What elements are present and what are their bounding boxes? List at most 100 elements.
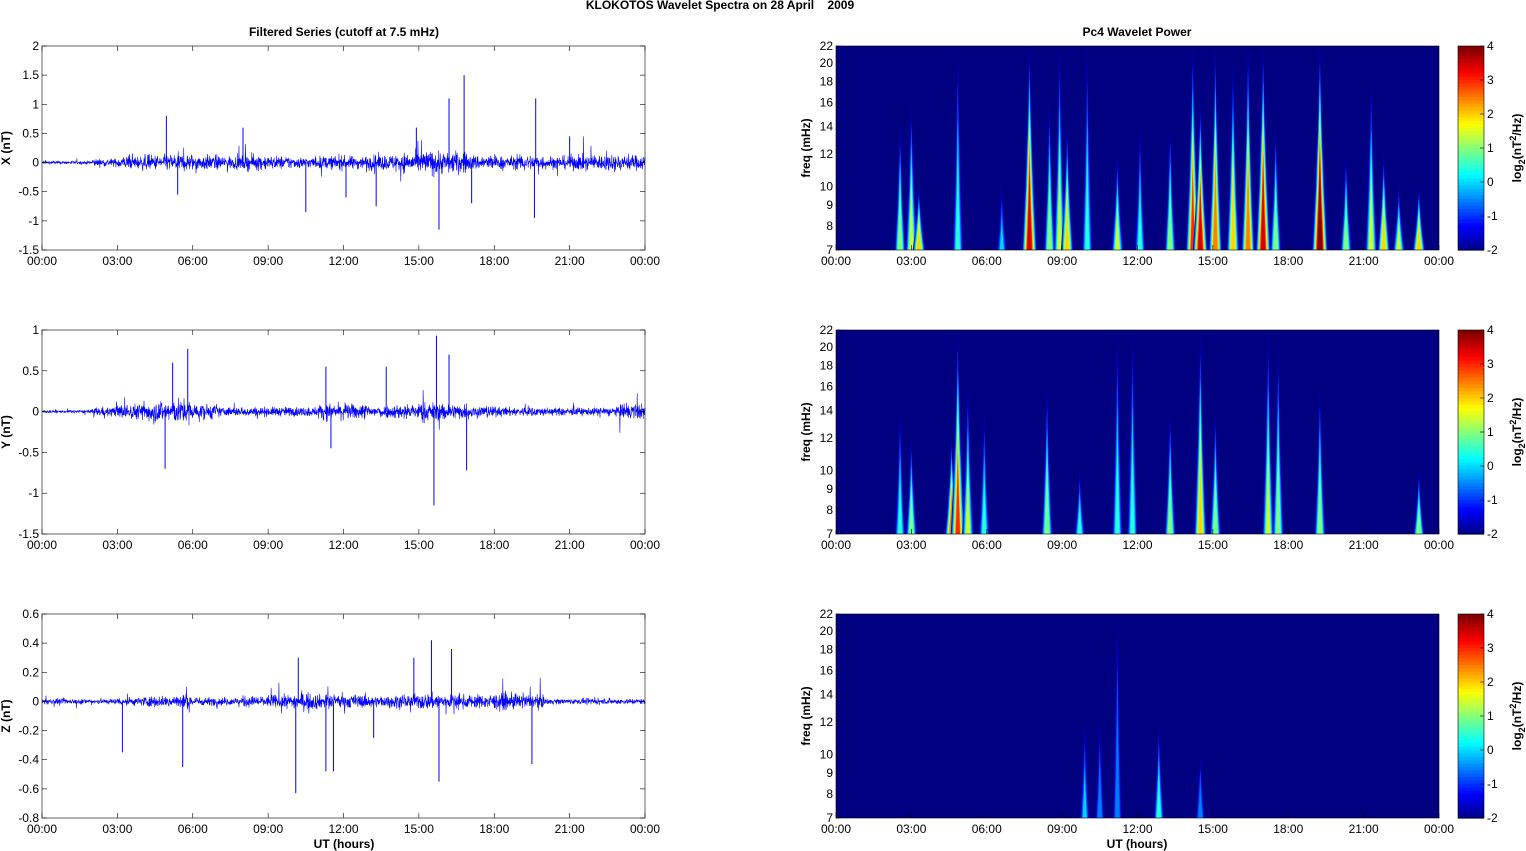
colorbar-segment: [1458, 634, 1484, 639]
x-tick-label: 00:00: [1424, 538, 1454, 552]
power-burst: [1365, 81, 1377, 250]
colorbar-segment: [1458, 777, 1484, 782]
colorbar-segment: [1458, 733, 1484, 737]
y-tick-label: 22: [820, 323, 834, 337]
burst-level: [1396, 222, 1401, 250]
x-tick-label: 06:00: [972, 538, 1002, 552]
y-tick-label: -1.5: [18, 527, 39, 541]
power-burst: [1112, 330, 1123, 534]
power-burst: [952, 46, 963, 251]
power-burst: [894, 126, 906, 250]
burst-level: [1317, 469, 1322, 534]
burst-level: [1168, 195, 1173, 250]
colorbar-segment: [1458, 353, 1484, 358]
power-burst: [1270, 126, 1282, 250]
power-burst: [1312, 46, 1328, 250]
colorbar-segment: [1458, 712, 1484, 717]
colorbar-label: log2(nT2/Hz): [1508, 682, 1526, 751]
colorbar-segment: [1458, 493, 1484, 498]
colorbar-segment: [1458, 435, 1484, 440]
burst-level: [1369, 175, 1374, 250]
colorbar-label-part: log: [1510, 732, 1524, 750]
y-tick-label: 9: [826, 766, 833, 780]
power-burst: [1164, 126, 1176, 250]
colorbar-segment: [1458, 462, 1484, 467]
colorbar-segment: [1458, 763, 1484, 768]
y-tick-label: 8: [826, 787, 833, 801]
colorbar-segment: [1458, 658, 1484, 663]
colorbar-segment: [1458, 665, 1484, 669]
x-tick-label: 12:00: [1122, 538, 1152, 552]
colorbar-segment: [1458, 760, 1484, 765]
colorbar-segment: [1458, 73, 1484, 78]
y-axis-label: Y (nT): [0, 415, 13, 449]
y-tick-label: 9: [826, 198, 833, 212]
power-burst: [997, 186, 1007, 250]
colorbar-label: log2(nT2/Hz): [1508, 114, 1526, 183]
colorbar-tick-label: -1: [1487, 777, 1498, 791]
y-tick-label: 9: [826, 482, 833, 496]
x-tick-label: 21:00: [555, 538, 585, 552]
power-burst: [1412, 186, 1426, 250]
colorbar-label-part: 2: [1508, 420, 1518, 425]
x-tick-label: 09:00: [253, 822, 283, 836]
colorbar-segment: [1458, 212, 1484, 217]
x-tick-label: 18:00: [479, 822, 509, 836]
y-tick-label: 0.2: [22, 665, 39, 679]
burst-level: [955, 153, 960, 250]
y-tick-label: 14: [820, 688, 834, 702]
power-burst: [1262, 330, 1274, 534]
colorbar-segment: [1458, 668, 1484, 673]
power-burst: [1080, 721, 1090, 818]
x-tick-label: 18:00: [479, 538, 509, 552]
colorbar-segment: [1458, 188, 1484, 193]
colorbar-segment: [1458, 83, 1484, 88]
colorbar-segment: [1458, 100, 1484, 105]
x-tick-label: 09:00: [253, 254, 283, 268]
burst-level: [1097, 766, 1102, 818]
colorbar-segment: [1458, 695, 1484, 700]
left-panel-title: Filtered Series (cutoff at 7.5 mHz): [249, 25, 439, 39]
colorbar-segment: [1458, 161, 1484, 166]
power-burst: [1053, 46, 1066, 251]
power-burst: [1074, 470, 1085, 534]
power-burst: [905, 437, 917, 534]
burst-level: [1260, 170, 1266, 250]
plot-area: [42, 614, 645, 818]
x-tick-label: 00:00: [630, 538, 660, 552]
colorbar-segment: [1458, 469, 1484, 474]
y-tick-label: 2: [32, 39, 39, 53]
colorbar-label: log2(nT2/Hz): [1508, 398, 1526, 467]
colorbar-segment: [1458, 459, 1484, 464]
x-tick-label: 00:00: [630, 822, 660, 836]
colorbar-segment: [1458, 530, 1484, 535]
power-burst: [1111, 153, 1124, 250]
colorbar-segment: [1458, 661, 1484, 666]
y-axis-label: freq (mHz): [799, 118, 813, 177]
burst-level: [1047, 185, 1052, 250]
colorbar-segment: [1458, 195, 1484, 200]
colorbar-segment: [1458, 205, 1484, 210]
colorbar-segment: [1458, 489, 1484, 494]
y-tick-label: -0.2: [18, 724, 39, 738]
colorbar-tick-label: -2: [1487, 527, 1498, 541]
colorbar-segment: [1458, 381, 1484, 385]
colorbar-segment: [1458, 814, 1484, 819]
burst-level: [1130, 437, 1135, 534]
colorbar-segment: [1458, 500, 1484, 504]
colorbar-segment: [1458, 421, 1484, 426]
colorbar-segment: [1458, 736, 1484, 741]
colorbar-segment: [1458, 120, 1484, 125]
colorbar-segment: [1458, 394, 1484, 399]
y-tick-label: 1: [32, 323, 39, 337]
colorbar-tick-label: 4: [1487, 607, 1494, 621]
y-tick-label: -1: [28, 486, 39, 500]
colorbar-segment: [1458, 722, 1484, 727]
x-tick-label: 21:00: [1349, 822, 1379, 836]
y-tick-label: -0.4: [18, 753, 39, 767]
power-burst: [1241, 46, 1255, 251]
y-tick-label: 0.5: [22, 126, 39, 140]
power-burst: [1041, 386, 1053, 534]
colorbar-label-part: 2: [1517, 443, 1526, 448]
colorbar-segment: [1458, 716, 1484, 720]
